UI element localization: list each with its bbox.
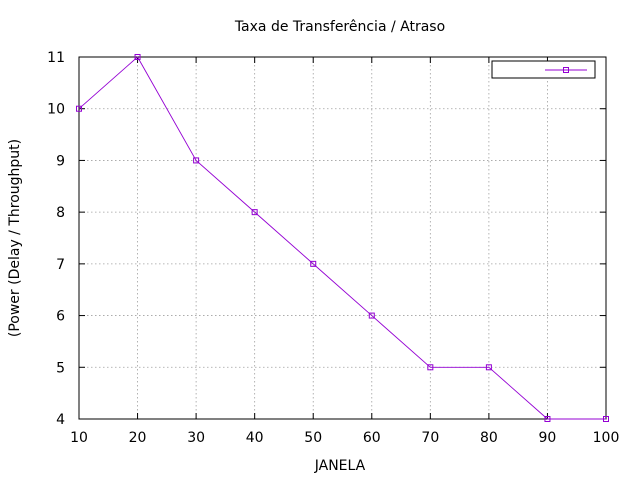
x-tick-label: 80 bbox=[480, 430, 498, 446]
y-tick-label: 10 bbox=[47, 102, 65, 118]
series-line bbox=[78, 56, 606, 420]
x-tick-label: 10 bbox=[70, 430, 88, 446]
data-point bbox=[310, 260, 317, 267]
y-tick-label: 6 bbox=[56, 309, 65, 325]
x-tick-label: 40 bbox=[246, 430, 264, 446]
data-point bbox=[134, 54, 141, 60]
grid bbox=[79, 57, 606, 419]
x-axis-label: JANELA bbox=[314, 458, 366, 474]
y-tick-label: 7 bbox=[56, 257, 65, 273]
x-tick-label: 60 bbox=[363, 430, 381, 446]
axis-ticks bbox=[78, 56, 607, 420]
legend bbox=[491, 60, 596, 79]
data-point bbox=[368, 312, 375, 319]
data-point bbox=[193, 157, 200, 164]
x-tick-label: 100 bbox=[593, 430, 620, 446]
x-tick-label: 30 bbox=[187, 430, 205, 446]
x-tick-label: 70 bbox=[421, 430, 439, 446]
data-point bbox=[251, 209, 258, 216]
x-tick-labels: 10 20 30 40 50 60 70 80 90 100 bbox=[70, 430, 619, 446]
data-point bbox=[544, 416, 551, 422]
x-tick-label: 90 bbox=[539, 430, 557, 446]
y-tick-label: 8 bbox=[56, 205, 65, 221]
chart-title: Taxa de Transferência / Atraso bbox=[234, 19, 445, 35]
y-tick-label: 11 bbox=[47, 50, 65, 66]
y-tick-label: 9 bbox=[56, 153, 65, 169]
y-axis-label: (Power (Delay / Throughput) bbox=[7, 139, 23, 337]
legend-marker bbox=[563, 67, 569, 73]
data-point bbox=[427, 364, 434, 371]
data-point bbox=[603, 416, 609, 422]
plot-frame bbox=[78, 56, 607, 420]
legend-box bbox=[491, 60, 596, 79]
y-tick-label: 5 bbox=[56, 360, 65, 376]
series-group bbox=[76, 54, 609, 422]
data-point bbox=[76, 105, 82, 112]
y-tick-labels: 4 5 6 7 8 9 10 11 bbox=[47, 50, 65, 428]
data-point bbox=[485, 364, 492, 371]
x-tick-label: 20 bbox=[129, 430, 147, 446]
y-tick-label: 4 bbox=[56, 412, 65, 428]
x-tick-label: 50 bbox=[304, 430, 322, 446]
